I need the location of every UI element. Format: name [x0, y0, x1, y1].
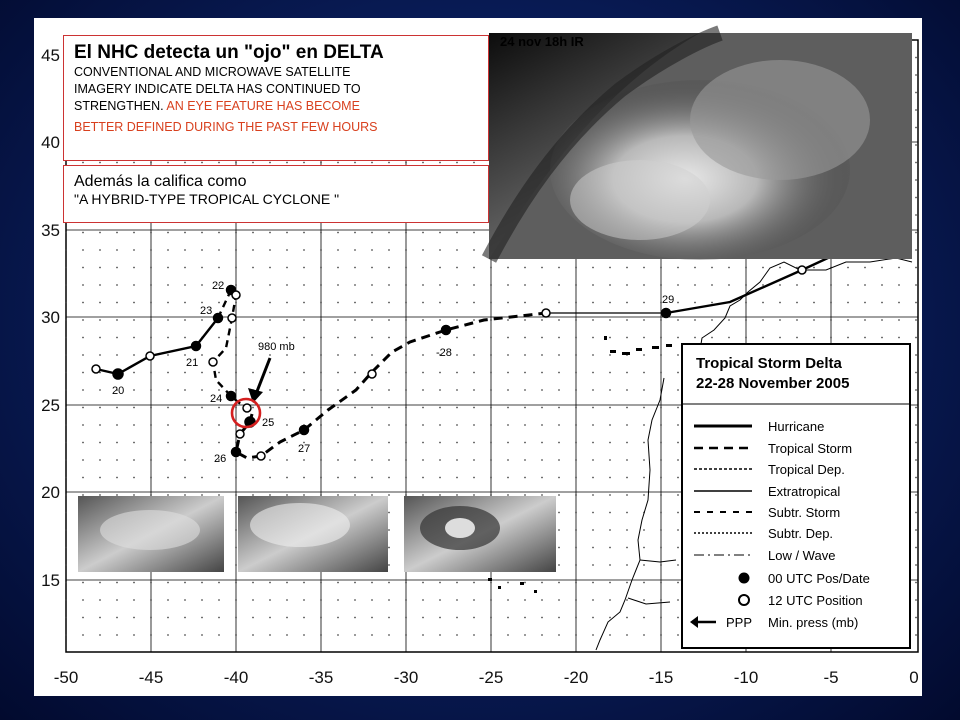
quote-line-1: CONVENTIONAL AND MICROWAVE SATELLITE	[74, 65, 351, 79]
hybrid-line-1: Además la califica como	[74, 173, 247, 190]
pressure-arrow	[254, 357, 272, 395]
x-tick: -10	[734, 668, 759, 687]
pressure-label: 980 mb	[258, 341, 295, 353]
svg-text:23: 23	[200, 305, 212, 317]
svg-text:24: 24	[210, 393, 222, 405]
slide-title: El NHC detecta un "ojo" en DELTA	[74, 42, 384, 63]
canary-islands	[604, 336, 672, 355]
y-tick: 25	[41, 396, 60, 415]
y-tick: 20	[41, 483, 60, 502]
y-tick: 15	[41, 571, 60, 590]
legend-subtitle: 22-28 November 2005	[696, 375, 849, 392]
svg-text:29: 29	[662, 294, 674, 306]
eye-highlight-circle	[230, 397, 262, 429]
svg-text:Extratropical: Extratropical	[768, 484, 840, 499]
date-labels: 20 21 22 23 24 25 26 27 -28 29	[112, 280, 674, 465]
x-tick: -20	[564, 668, 589, 687]
svg-text:25: 25	[262, 417, 274, 429]
hybrid-textbox: Además la califica como "A HYBRID-TYPE T…	[63, 165, 489, 223]
svg-text:26: 26	[214, 453, 226, 465]
svg-text:PPP: PPP	[726, 615, 752, 630]
x-tick: -35	[309, 668, 334, 687]
svg-text:21: 21	[186, 357, 198, 369]
x-axis-labels: -50 -45 -40 -35 -30 -25 -20 -15 -10 -5 0	[54, 668, 919, 687]
x-tick: -45	[139, 668, 164, 687]
x-tick: -50	[54, 668, 79, 687]
svg-text:Subtr. Storm: Subtr. Storm	[768, 505, 840, 520]
x-tick: -5	[823, 668, 838, 687]
svg-text:-28: -28	[436, 347, 452, 359]
y-tick: 35	[41, 221, 60, 240]
svg-text:Min. press (mb): Min. press (mb)	[768, 615, 858, 630]
svg-text:Subtr. Dep.: Subtr. Dep.	[768, 526, 833, 541]
x-tick: -40	[224, 668, 249, 687]
svg-text:Tropical Storm: Tropical Storm	[768, 441, 852, 456]
y-tick: 45	[41, 46, 60, 65]
x-tick: -25	[479, 668, 504, 687]
y-tick: 30	[41, 308, 60, 327]
x-tick: -30	[394, 668, 419, 687]
legend: Tropical Storm Delta 22-28 November 2005…	[681, 343, 911, 649]
quote-line-3: STRENGTHEN. AN EYE FEATURE HAS BECOME	[74, 99, 360, 113]
hybrid-line-2: "A HYBRID-TYPE TROPICAL CYCLONE "	[74, 191, 340, 207]
svg-text:Tropical Dep.: Tropical Dep.	[768, 462, 845, 477]
svg-text:00 UTC Pos/Date: 00 UTC Pos/Date	[768, 571, 870, 586]
quote-line-2: IMAGERY INDICATE DELTA HAS CONTINUED TO	[74, 82, 361, 96]
svg-text:Hurricane: Hurricane	[768, 419, 824, 434]
x-tick: -15	[649, 668, 674, 687]
tropical-storm-track	[234, 311, 547, 460]
svg-text:22: 22	[212, 280, 224, 292]
satellite-thumbnails	[78, 496, 556, 572]
quote-line-4: BETTER DEFINED DURING THE PAST FEW HOURS	[74, 120, 378, 134]
legend-title: Tropical Storm Delta	[696, 355, 843, 372]
position-markers	[91, 265, 807, 461]
y-tick: 40	[41, 133, 60, 152]
svg-text:Low / Wave: Low / Wave	[768, 548, 835, 563]
nhc-eye-textbox: El NHC detecta un "ojo" en DELTA CONVENT…	[63, 35, 489, 161]
cape-verde-islands	[488, 578, 537, 593]
satellite-label: 24 nov 18h IR	[500, 34, 584, 49]
coastline	[595, 257, 913, 651]
satellite-image: 24 nov 18h IR	[481, 25, 912, 263]
svg-text:27: 27	[298, 443, 310, 455]
svg-text:20: 20	[112, 385, 124, 397]
svg-text:12 UTC Position: 12 UTC Position	[768, 593, 863, 608]
x-tick: 0	[909, 668, 918, 687]
y-axis-labels: 45 40 35 30 25 20 15	[41, 46, 60, 590]
